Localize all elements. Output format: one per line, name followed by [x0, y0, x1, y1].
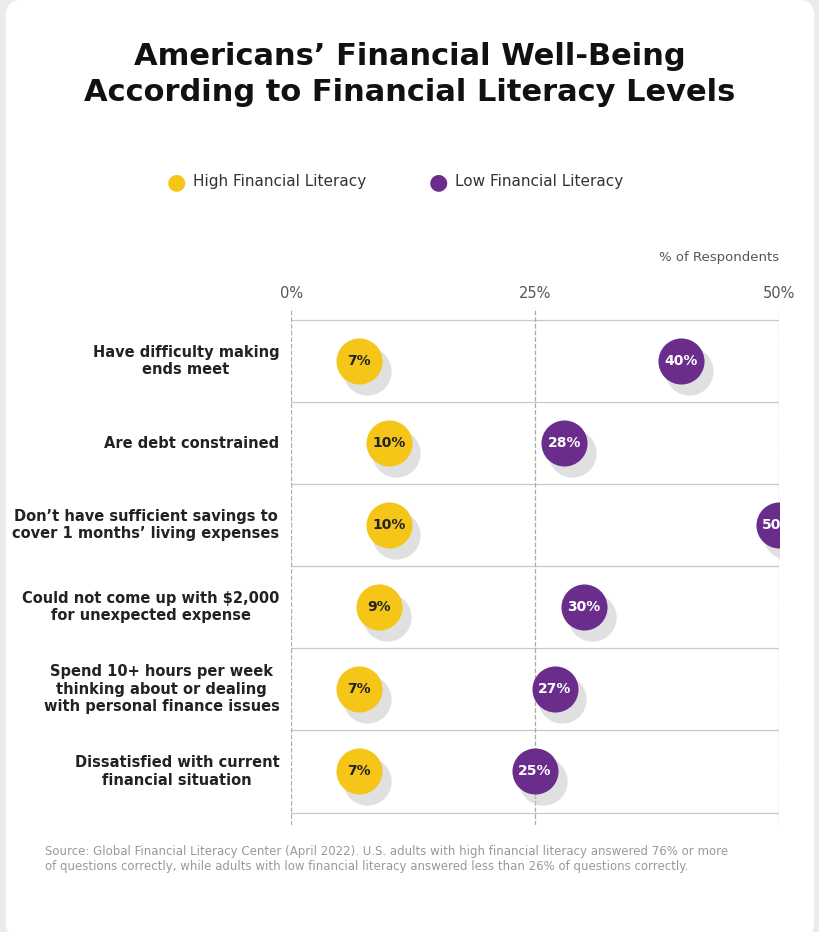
Text: Don’t have sufficient savings to
cover 1 months’ living expenses: Don’t have sufficient savings to cover 1…: [12, 509, 279, 541]
Point: [547, 682, 560, 697]
Text: % of Respondents: % of Respondents: [658, 251, 778, 264]
Point: [528, 764, 541, 779]
Text: Have difficulty making
ends meet: Have difficulty making ends meet: [93, 345, 279, 377]
Point: [360, 363, 373, 378]
Text: Low Financial Literacy: Low Financial Literacy: [455, 174, 622, 189]
Point: [352, 353, 365, 368]
Point: [352, 764, 365, 779]
Text: 7%: 7%: [347, 354, 371, 368]
Point: [390, 445, 403, 460]
Point: [352, 682, 365, 697]
Text: ●: ●: [166, 171, 186, 192]
Text: Are debt constrained: Are debt constrained: [104, 435, 279, 450]
Text: 50%: 50%: [762, 518, 794, 532]
Point: [555, 692, 568, 706]
Point: [372, 600, 385, 615]
Point: [771, 517, 785, 532]
Point: [780, 528, 793, 542]
FancyBboxPatch shape: [6, 0, 813, 932]
Text: Americans’ Financial Well-Being
According to Financial Literacy Levels: Americans’ Financial Well-Being Accordin…: [84, 42, 735, 107]
Point: [682, 363, 695, 378]
Text: Dissatisfied with current
financial situation: Dissatisfied with current financial situ…: [75, 755, 279, 788]
Point: [585, 610, 598, 624]
Text: 28%: 28%: [547, 436, 581, 450]
Text: 7%: 7%: [347, 764, 371, 778]
Text: 9%: 9%: [367, 600, 391, 614]
Text: 10%: 10%: [372, 436, 405, 450]
Text: High Financial Literacy: High Financial Literacy: [192, 174, 365, 189]
Point: [360, 692, 373, 706]
Point: [565, 445, 578, 460]
Point: [380, 610, 393, 624]
Point: [557, 435, 570, 450]
Text: ●: ●: [428, 171, 448, 192]
Point: [536, 774, 549, 788]
Text: Could not come up with $2,000
for unexpected expense: Could not come up with $2,000 for unexpe…: [22, 591, 279, 624]
Text: Spend 10+ hours per week
thinking about or dealing
with personal finance issues: Spend 10+ hours per week thinking about …: [43, 665, 279, 714]
Text: 7%: 7%: [347, 682, 371, 696]
Text: Source: Global Financial Literacy Center (April 2022). U.S. adults with high fin: Source: Global Financial Literacy Center…: [45, 845, 727, 873]
Point: [390, 528, 403, 542]
Point: [577, 600, 590, 615]
Text: 27%: 27%: [537, 682, 571, 696]
Point: [382, 435, 395, 450]
Point: [674, 353, 687, 368]
Point: [360, 774, 373, 788]
Text: 10%: 10%: [372, 518, 405, 532]
Text: 30%: 30%: [567, 600, 600, 614]
Point: [382, 517, 395, 532]
Text: 40%: 40%: [664, 354, 697, 368]
Text: 25%: 25%: [518, 764, 551, 778]
